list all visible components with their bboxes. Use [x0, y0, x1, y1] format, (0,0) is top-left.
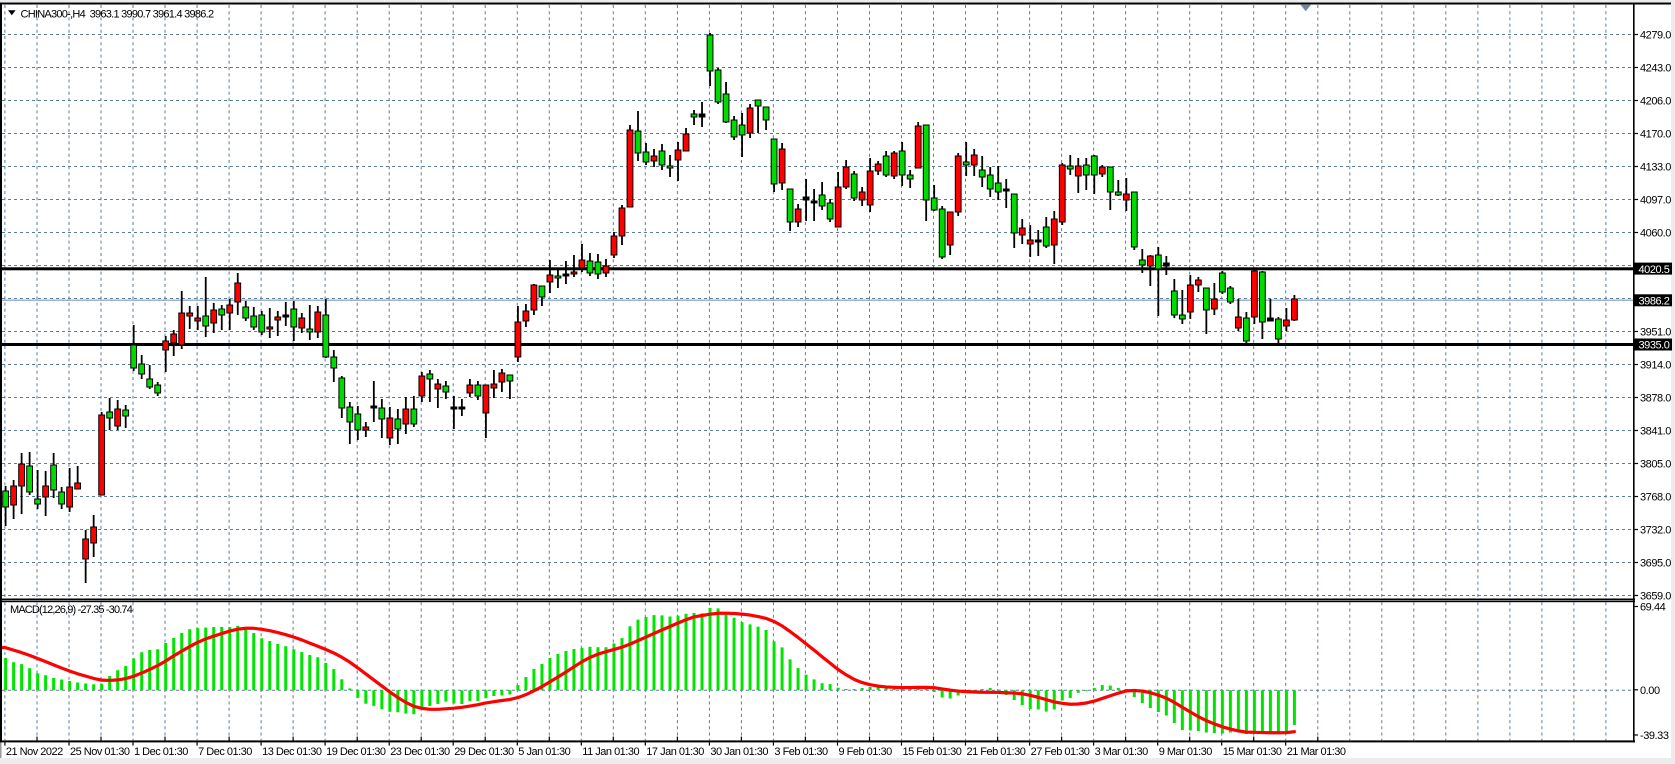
svg-text:1 Dec 01:30: 1 Dec 01:30: [134, 746, 188, 758]
svg-text:CHINA300-,H4 3963.1 3990.7 39: CHINA300-,H4 3963.1 3990.7 3961.4 3986.2: [21, 8, 215, 20]
svg-text:25 Nov 01:30: 25 Nov 01:30: [70, 746, 130, 758]
svg-text:9 Mar 01:30: 9 Mar 01:30: [1159, 746, 1213, 758]
svg-text:27 Feb 01:30: 27 Feb 01:30: [1031, 746, 1090, 758]
svg-text:3695.0: 3695.0: [1640, 558, 1671, 570]
svg-text:15 Mar 01:30: 15 Mar 01:30: [1223, 746, 1282, 758]
svg-text:23 Dec 01:30: 23 Dec 01:30: [390, 746, 450, 758]
svg-text:3878.0: 3878.0: [1640, 393, 1671, 405]
svg-text:19 Dec 01:30: 19 Dec 01:30: [326, 746, 386, 758]
svg-text:3768.0: 3768.0: [1640, 492, 1671, 504]
svg-text:4243.0: 4243.0: [1640, 63, 1671, 75]
svg-text:7 Dec 01:30: 7 Dec 01:30: [198, 746, 252, 758]
svg-text:3805.0: 3805.0: [1640, 459, 1671, 471]
svg-text:4060.0: 4060.0: [1640, 228, 1671, 240]
svg-text:4170.0: 4170.0: [1640, 129, 1671, 141]
svg-text:3841.0: 3841.0: [1640, 426, 1671, 438]
svg-text:17 Jan 01:30: 17 Jan 01:30: [646, 746, 704, 758]
svg-text:5 Jan 01:30: 5 Jan 01:30: [518, 746, 570, 758]
svg-text:11 Jan 01:30: 11 Jan 01:30: [582, 746, 639, 758]
svg-text:3 Feb 01:30: 3 Feb 01:30: [774, 746, 828, 758]
svg-text:3914.0: 3914.0: [1640, 360, 1671, 372]
svg-text:4020.5: 4020.5: [1639, 264, 1670, 276]
svg-text:21 Mar 01:30: 21 Mar 01:30: [1287, 746, 1346, 758]
svg-text:9 Feb 01:30: 9 Feb 01:30: [839, 746, 893, 758]
svg-text:4206.0: 4206.0: [1640, 96, 1671, 108]
svg-text:-39.33: -39.33: [1640, 730, 1669, 742]
svg-text:3986.2: 3986.2: [1639, 296, 1670, 308]
svg-text:30 Jan 01:30: 30 Jan 01:30: [710, 746, 768, 758]
svg-text:13 Dec 01:30: 13 Dec 01:30: [262, 746, 322, 758]
svg-text:21 Feb 01:30: 21 Feb 01:30: [967, 746, 1026, 758]
svg-text:4097.0: 4097.0: [1640, 195, 1671, 207]
svg-text:4279.0: 4279.0: [1640, 30, 1671, 42]
svg-text:15 Feb 01:30: 15 Feb 01:30: [903, 746, 962, 758]
svg-text:21 Nov 2022: 21 Nov 2022: [6, 746, 63, 758]
svg-text:0.00: 0.00: [1640, 685, 1660, 697]
svg-text:3659.0: 3659.0: [1640, 591, 1671, 603]
svg-text:3 Mar 01:30: 3 Mar 01:30: [1095, 746, 1149, 758]
svg-text:69.44: 69.44: [1640, 602, 1666, 614]
svg-text:3935.0: 3935.0: [1639, 340, 1670, 352]
svg-text:3951.0: 3951.0: [1640, 327, 1671, 339]
svg-text:3732.0: 3732.0: [1640, 525, 1671, 537]
svg-text:29 Dec 01:30: 29 Dec 01:30: [454, 746, 514, 758]
svg-text:MACD(12,26,9) -27.35 -30.74: MACD(12,26,9) -27.35 -30.74: [10, 604, 133, 616]
svg-text:4133.0: 4133.0: [1640, 162, 1671, 174]
